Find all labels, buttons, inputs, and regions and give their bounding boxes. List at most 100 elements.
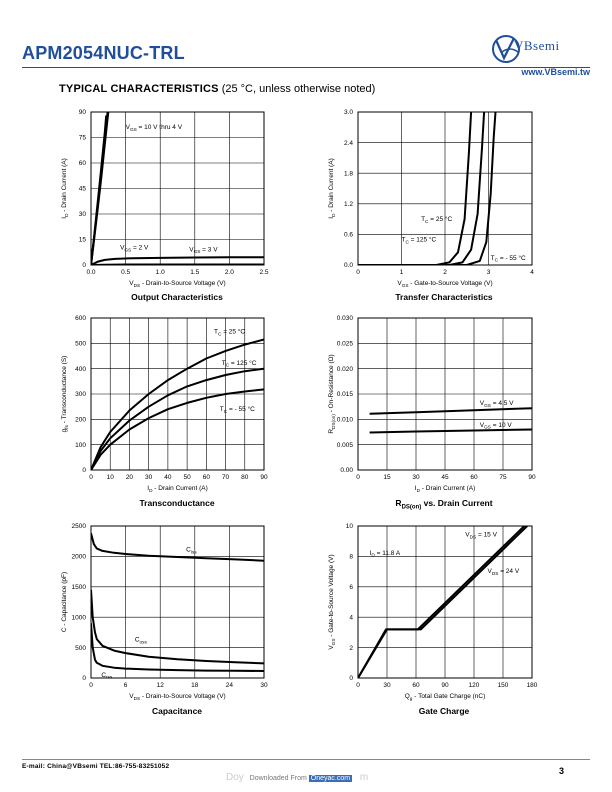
output-chart-title: Output Characteristics — [131, 292, 223, 302]
x-axis-label: VDS​ - Drain-to-Source Voltage (V) — [129, 280, 225, 288]
output-characteristics-chart: 0.0 0.5 1.0 1.5 2.0 2.5 0 15 30 45 60 75 90 VDS​ - Dr… — [61, 109, 269, 288]
y-axis-label: VGS​ - Gate-to-Source Voltage (V) — [328, 554, 336, 649]
vbsemi-logo — [492, 35, 520, 63]
y-tick-label: 8 — [349, 554, 353, 561]
series-line — [91, 367, 264, 470]
y-tick-label: 0 — [82, 467, 86, 474]
x-tick-label: 90 — [441, 682, 449, 689]
y-axis-label: ID​ - Drain Current (A) — [61, 158, 69, 218]
series-line — [91, 533, 264, 562]
plot-frame — [90, 317, 265, 471]
series-annotation: VGS​ = 10 V — [480, 422, 513, 430]
series-annotation: VGS​ = 2 V — [120, 245, 149, 253]
series-line — [91, 338, 264, 470]
series-line — [91, 623, 264, 672]
brand-name: VBsemi — [514, 38, 560, 53]
section-heading-note: (25 °C, unless otherwise noted) — [218, 83, 376, 95]
y-tick-label: 2 — [349, 645, 353, 652]
series-line — [91, 263, 264, 265]
x-tick-label: 80 — [241, 474, 249, 481]
series-line — [91, 112, 109, 265]
website-link[interactable]: www.VBsemi.tw — [521, 67, 590, 77]
x-axis-label: ID​ - Drain Current (A) — [147, 485, 207, 493]
y-tick-label: 0.005 — [337, 442, 354, 449]
series-line — [369, 407, 532, 415]
y-axis-label: C - Capacitance (pF) — [61, 572, 68, 632]
y-tick-label: 0.0 — [344, 262, 353, 269]
x-axis-label: VGS​ - Gate-to-Source Voltage (V) — [397, 280, 492, 288]
transfer-characteristics-chart: 0 1 2 3 4 0.0 0.6 1.2 1.8 2.4 3.0 VGS​ - Gate-to-So… — [328, 109, 534, 288]
series-annotation: TC​ = 125 °C — [222, 359, 257, 368]
x-tick-label: 40 — [164, 474, 172, 481]
page-number: 3 — [558, 766, 564, 776]
chart-svg: 0 1 2 3 4 0.0 0.6 1.2 1.8 2.4 3.0 VGS​ - Gate-to-So… — [328, 109, 534, 288]
y-tick-label: 1.8 — [344, 170, 353, 177]
x-tick-label: 0 — [356, 682, 360, 689]
download-banner: Doy Downloaded From Oneyac.com m — [226, 772, 368, 783]
chart-svg: 0 6 12 18 24 30 0 500 1000 1500 2000 2500 VDS​ - Dra… — [61, 523, 268, 701]
y-tick-label: 90 — [79, 109, 87, 116]
y-tick-label: 2500 — [72, 523, 87, 530]
y-tick-label: 60 — [79, 160, 87, 167]
download-prefix: Doy — [226, 772, 244, 783]
series-line — [358, 526, 525, 678]
x-tick-label: 0 — [356, 474, 360, 481]
gate-charge-chart-title: Gate Charge — [418, 706, 470, 716]
y-tick-label: 10 — [346, 523, 354, 530]
x-tick-label: 0.0 — [86, 269, 95, 276]
x-tick-label: 15 — [383, 474, 391, 481]
x-tick-label: 0 — [89, 474, 93, 481]
y-axis-label: gfs​ - Transconductance (S) — [61, 356, 69, 433]
x-tick-label: 70 — [222, 474, 230, 481]
x-tick-label: 10 — [107, 474, 115, 481]
chart-svg: 0 15 30 45 60 75 90 0.00 0.005 0.010 0.015 0.020 0.0… — [328, 315, 536, 493]
x-tick-label: 0 — [356, 269, 360, 276]
y-tick-label: 0 — [82, 675, 86, 682]
rdson-chart: 0 15 30 45 60 75 90 0.00 0.005 0.010 0.015 0.020 0.0… — [328, 315, 536, 493]
transconductance-chart-title: Transconductance — [139, 498, 215, 508]
series-line — [358, 526, 528, 678]
series-annotation: TC​ = 25 °C — [421, 215, 452, 224]
y-tick-label: 0.025 — [337, 341, 354, 348]
capacitance-chart: 0 6 12 18 24 30 0 500 1000 1500 2000 2500 VDS​ - Dra… — [61, 523, 268, 701]
y-tick-label: 1.2 — [344, 201, 353, 208]
x-tick-label: 120 — [469, 682, 480, 689]
series-line — [358, 112, 486, 265]
x-tick-label: 90 — [528, 474, 536, 481]
y-tick-label: 1000 — [72, 614, 87, 621]
part-number-title: APM2054NUC-TRL — [22, 43, 185, 63]
series-annotation: VGS​ = 4.5 V — [480, 400, 514, 408]
section-heading-bold: TYPICAL CHARACTERISTICS — [59, 83, 219, 95]
gate-charge-chart: 0 30 60 90 120 150 180 0 2 4 6 8 10 Qg​ - Total Gate … — [328, 523, 538, 701]
x-tick-label: 2.5 — [259, 269, 268, 276]
x-tick-label: 0.5 — [121, 269, 130, 276]
x-axis-label: VDS​ - Drain-to-Source Voltage (V) — [129, 693, 225, 701]
header-divider — [22, 67, 590, 68]
x-tick-label: 4 — [530, 269, 534, 276]
y-tick-label: 45 — [79, 186, 87, 193]
download-site-link[interactable]: Oneyac.com — [308, 775, 353, 782]
x-tick-label: 6 — [124, 682, 128, 689]
y-tick-label: 30 — [79, 211, 87, 218]
plot-frame — [357, 317, 533, 471]
series-annotation: VGS​ = 10 V thru 4 V — [126, 124, 183, 132]
chart-svg: 0 10 20 30 40 50 60 70 80 90 0 100 200 300 400 500 600 ID… — [61, 315, 268, 493]
x-tick-label: 60 — [203, 474, 211, 481]
y-tick-label: 0.015 — [337, 391, 354, 398]
series-annotation: Crss​ — [101, 672, 113, 680]
x-tick-label: 75 — [499, 474, 507, 481]
x-tick-label: 150 — [498, 682, 509, 689]
x-tick-label: 12 — [157, 682, 165, 689]
plot-frame — [90, 525, 265, 679]
x-tick-label: 180 — [527, 682, 538, 689]
series-line — [369, 428, 532, 434]
x-tick-label: 1.0 — [156, 269, 165, 276]
y-tick-label: 0.010 — [337, 417, 354, 424]
x-tick-label: 30 — [260, 682, 268, 689]
series-line — [358, 112, 497, 265]
y-tick-label: 200 — [75, 417, 86, 424]
series-annotation: TC​ = 125 °C — [402, 236, 437, 245]
y-tick-label: 600 — [75, 315, 86, 322]
footer-divider — [22, 759, 590, 760]
section-heading: TYPICAL CHARACTERISTICS (25 °C, unless o… — [59, 83, 375, 95]
